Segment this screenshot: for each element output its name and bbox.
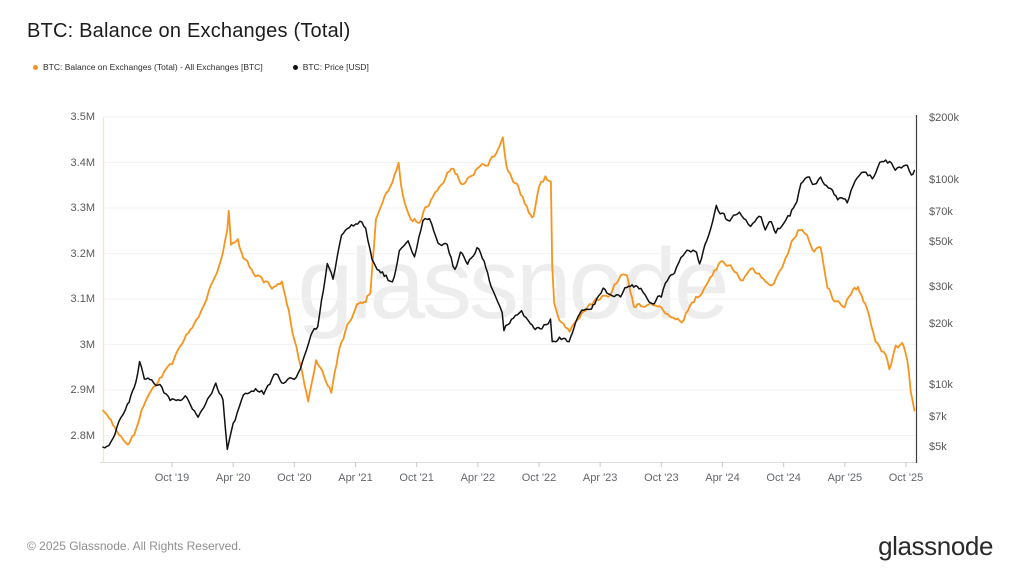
- x-axis-label: Oct '19: [154, 472, 190, 484]
- y-axis-label-left: 3.2M: [70, 247, 95, 260]
- x-axis-label: Oct '20: [277, 472, 312, 484]
- x-axis-label: Apr '22: [460, 472, 496, 484]
- y-axis-label-right: $70k: [929, 205, 953, 218]
- y-axis-label-right: $50k: [929, 235, 953, 248]
- x-axis-label: Apr '25: [827, 472, 863, 484]
- price-line-series: [102, 159, 916, 451]
- x-axis-label: Oct '25: [888, 472, 924, 484]
- legend-item[interactable]: BTC: Price [USD]: [292, 62, 369, 72]
- y-axis-label-left: 2.9M: [70, 384, 95, 396]
- legend-dot-icon: [33, 64, 38, 70]
- legend-label: BTC: Balance on Exchanges (Total) - All …: [43, 62, 263, 72]
- legend-dot-icon: [292, 64, 298, 70]
- legend: BTC: Balance on Exchanges (Total) - All …: [33, 62, 399, 72]
- y-axis-label-left: 3M: [79, 338, 95, 351]
- x-axis-label: Apr '24: [705, 472, 740, 484]
- legend-label: BTC: Price [USD]: [302, 62, 369, 72]
- y-axis-label-left: 3.5M: [70, 111, 95, 123]
- glassnode-logo[interactable]: glassnode: [878, 531, 993, 561]
- y-axis-label-right: $5k: [929, 441, 947, 454]
- y-axis-label-left: 3.1M: [70, 293, 95, 305]
- page-title: BTC: Balance on Exchanges (Total): [27, 20, 351, 42]
- x-axis-label: Apr '21: [338, 472, 373, 484]
- x-axis-label: Apr '20: [215, 472, 251, 484]
- x-axis-label: Oct '23: [644, 472, 679, 484]
- balance-line-series: [102, 136, 916, 446]
- y-axis-label-right: $7k: [929, 411, 947, 424]
- y-axis-label-right: $30k: [929, 281, 953, 294]
- y-axis-label-left: 2.8M: [70, 429, 95, 442]
- x-axis-label: Oct '22: [521, 472, 557, 484]
- glassnode-watermark: glassnode: [298, 228, 727, 340]
- y-axis-label-left: 3.4M: [70, 156, 95, 169]
- y-axis-label-right: $200k: [929, 112, 959, 124]
- x-axis-label: Oct '24: [766, 472, 801, 484]
- y-axis-label-right: $10k: [929, 379, 953, 392]
- copyright-text: © 2025 Glassnode. All Rights Reserved.: [27, 539, 242, 553]
- y-axis-label-right: $20k: [929, 317, 953, 330]
- legend-item[interactable]: BTC: Balance on Exchanges (Total) - All …: [33, 62, 263, 72]
- y-axis-label-right: $100k: [929, 173, 959, 186]
- y-axis-label-left: 3.3M: [70, 202, 95, 214]
- x-axis-label: Apr '23: [582, 472, 618, 484]
- x-axis-label: Oct '21: [399, 472, 434, 484]
